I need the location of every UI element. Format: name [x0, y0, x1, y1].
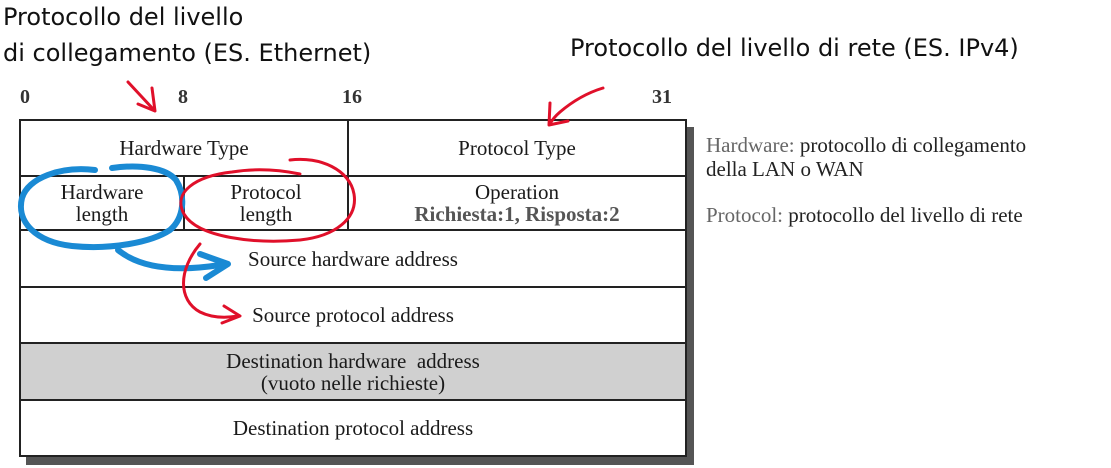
field-operation-line2: Richiesta:1, Risposta:2 [414, 202, 620, 226]
field-hardware-length: Hardware length [20, 176, 184, 230]
note-hardware: Hardware: protocollo di collegamento [706, 133, 1026, 157]
field-destination-protocol-address: Destination protocol address [20, 400, 686, 456]
field-source-hardware-address: Source hardware address [20, 230, 686, 287]
blue-arrow-head [197, 251, 231, 281]
field-protocol-type: Protocol Type [348, 120, 686, 176]
field-protocol-length-line2: length [239, 202, 293, 226]
blue-circle-hardware-length [17, 163, 186, 251]
note-hardware-text-line1: protocollo di collegamento [799, 133, 1027, 157]
field-protocol-length: Protocol length [184, 176, 348, 230]
note-hardware-label: Hardware: [706, 133, 795, 157]
annotation-link-layer-line1: Protocollo del livello [3, 3, 244, 31]
bit-position-16: 16 [342, 86, 362, 108]
note-protocol-label: Protocol: [706, 203, 783, 227]
arp-packet-table: Hardware Type Protocol Type Hardware len… [19, 119, 687, 457]
field-protocol-length-line1: Protocol [230, 180, 302, 204]
field-hardware-type-label: Hardware Type [119, 136, 249, 160]
field-operation: Operation Richiesta:1, Risposta:2 [348, 176, 686, 230]
field-destination-hardware-address-line2: (vuoto nelle richieste) [260, 370, 446, 395]
field-hardware-type: Hardware Type [20, 120, 348, 176]
red-arrow-network-layer [548, 86, 605, 126]
note-hardware-line2: della LAN o WAN [706, 157, 864, 181]
bit-position-31: 31 [652, 86, 672, 108]
bit-position-0: 0 [20, 86, 30, 108]
field-protocol-type-label: Protocol Type [458, 136, 576, 160]
red-arrow-link-layer [126, 80, 156, 112]
note-protocol-text: protocollo del livello di rete [788, 203, 1023, 227]
bit-position-8: 8 [178, 86, 188, 108]
blue-arrow-to-source-hardware [115, 247, 223, 272]
annotation-link-layer-line2: di collegamento (ES. Ethernet) [3, 39, 372, 67]
field-source-protocol-address-label: Source protocol address [252, 303, 454, 327]
field-hardware-length-line1: Hardware [60, 180, 144, 204]
red-arrow-to-source-protocol-head [220, 304, 242, 325]
red-arrow-to-source-protocol [182, 242, 240, 319]
field-destination-hardware-address-line1: Destination hardware address [226, 348, 480, 373]
field-operation-line1: Operation [475, 180, 559, 204]
red-arrow-link-layer-head [136, 86, 157, 113]
field-source-protocol-address: Source protocol address [20, 287, 686, 343]
red-circle-protocol-length [179, 157, 356, 243]
field-hardware-length-line2: length [75, 202, 129, 226]
note-protocol: Protocol: protocollo del livello di rete [706, 203, 1023, 227]
note-hardware-text-line2: della LAN o WAN [706, 157, 864, 181]
field-source-hardware-address-label: Source hardware address [248, 246, 458, 271]
red-arrow-network-layer-head [547, 101, 570, 127]
field-destination-protocol-address-label: Destination protocol address [232, 416, 474, 440]
annotation-network-layer: Protocollo del livello di rete (ES. IPv4… [570, 34, 1019, 62]
field-destination-hardware-address: Destination hardware address (vuoto nell… [20, 343, 686, 400]
